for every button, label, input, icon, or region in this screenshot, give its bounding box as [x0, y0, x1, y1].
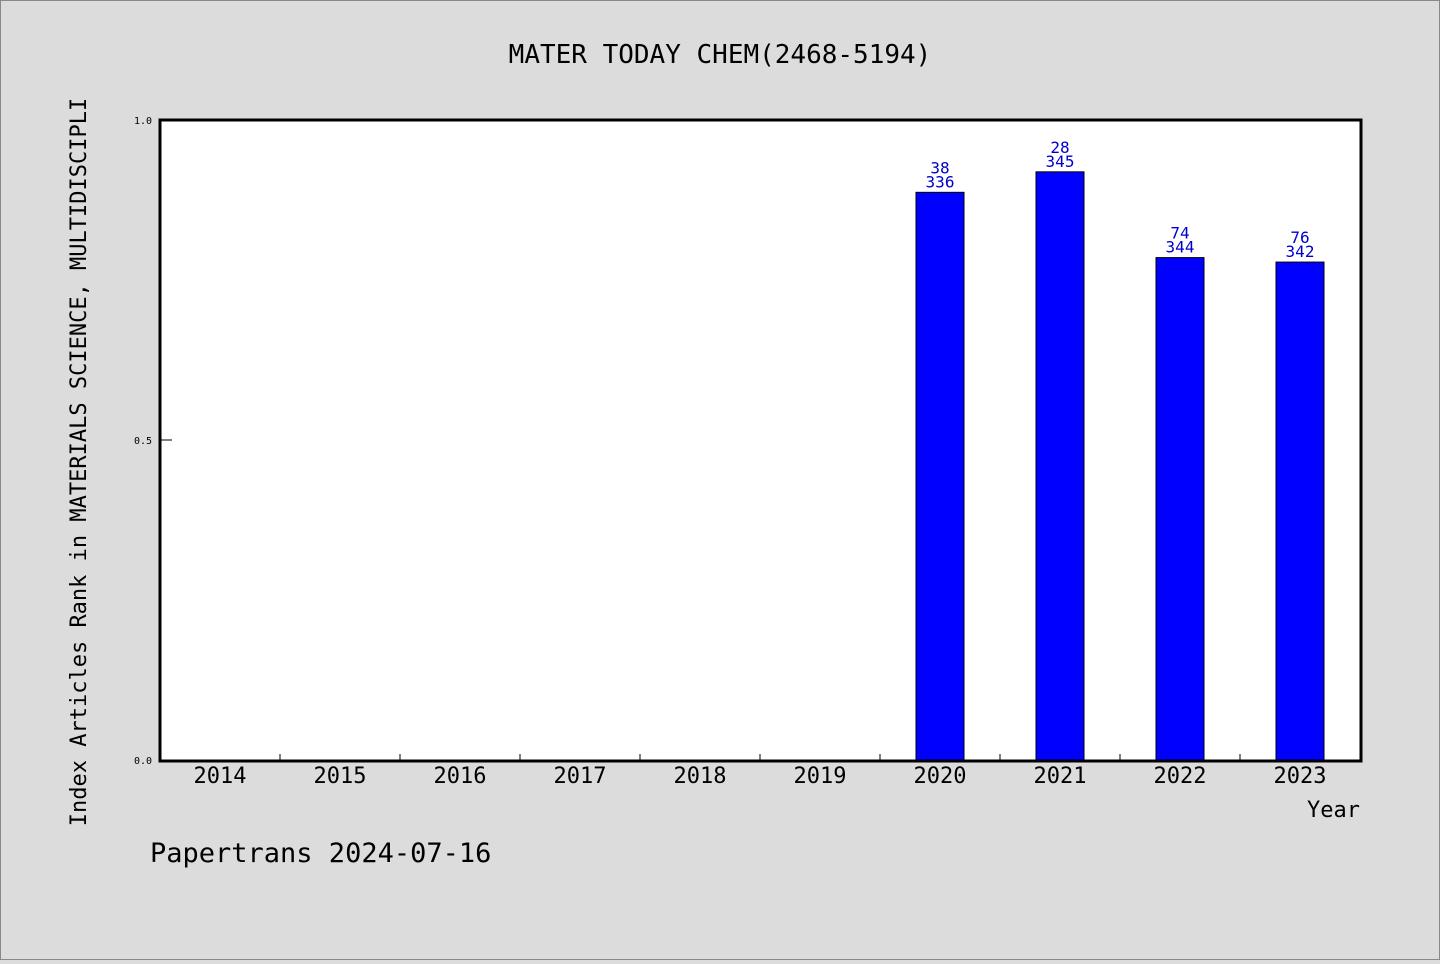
x-axis-label: Year: [1307, 798, 1360, 823]
x-tick-label: 2015: [314, 764, 367, 789]
y-tick-label: 0.5: [134, 436, 152, 447]
x-tick-label: 2017: [554, 764, 607, 789]
x-tick-label: 2014: [194, 764, 247, 789]
x-tick-label: 2016: [434, 764, 487, 789]
bar-2022: [1155, 257, 1205, 761]
y-axis-label: Index Articles Rank in MATERIALS SCIENCE…: [67, 98, 92, 826]
bar-2021: [1035, 171, 1085, 761]
bar-rank-label: 38: [930, 158, 949, 177]
x-tick-label: 2021: [1034, 764, 1087, 789]
x-tick-label: 2022: [1154, 764, 1207, 789]
bar-total-label: 345: [1046, 152, 1075, 171]
footer-credit: Papertrans 2024-07-16: [150, 838, 491, 869]
y-tick-label: 0.0: [134, 756, 152, 767]
y-tick-label: 1.0: [134, 116, 152, 127]
chart-title: MATER TODAY CHEM(2468-5194): [509, 40, 932, 70]
bar-2023: [1275, 261, 1325, 761]
x-tick-label: 2019: [794, 764, 847, 789]
x-tick-label: 2023: [1274, 764, 1327, 789]
bar-2020: [915, 191, 965, 761]
bar-total-label: 344: [1166, 238, 1195, 257]
x-tick-label: 2020: [914, 764, 967, 789]
bar-total-label: 342: [1286, 242, 1315, 261]
plot-frame: [158, 118, 1363, 763]
bar-rank-label: 28: [1050, 138, 1069, 157]
bar-rank-label: 76: [1290, 228, 1309, 247]
bar-total-label: 336: [926, 172, 955, 191]
bar-rank-label: 74: [1170, 224, 1189, 243]
x-tick-label: 2018: [674, 764, 727, 789]
